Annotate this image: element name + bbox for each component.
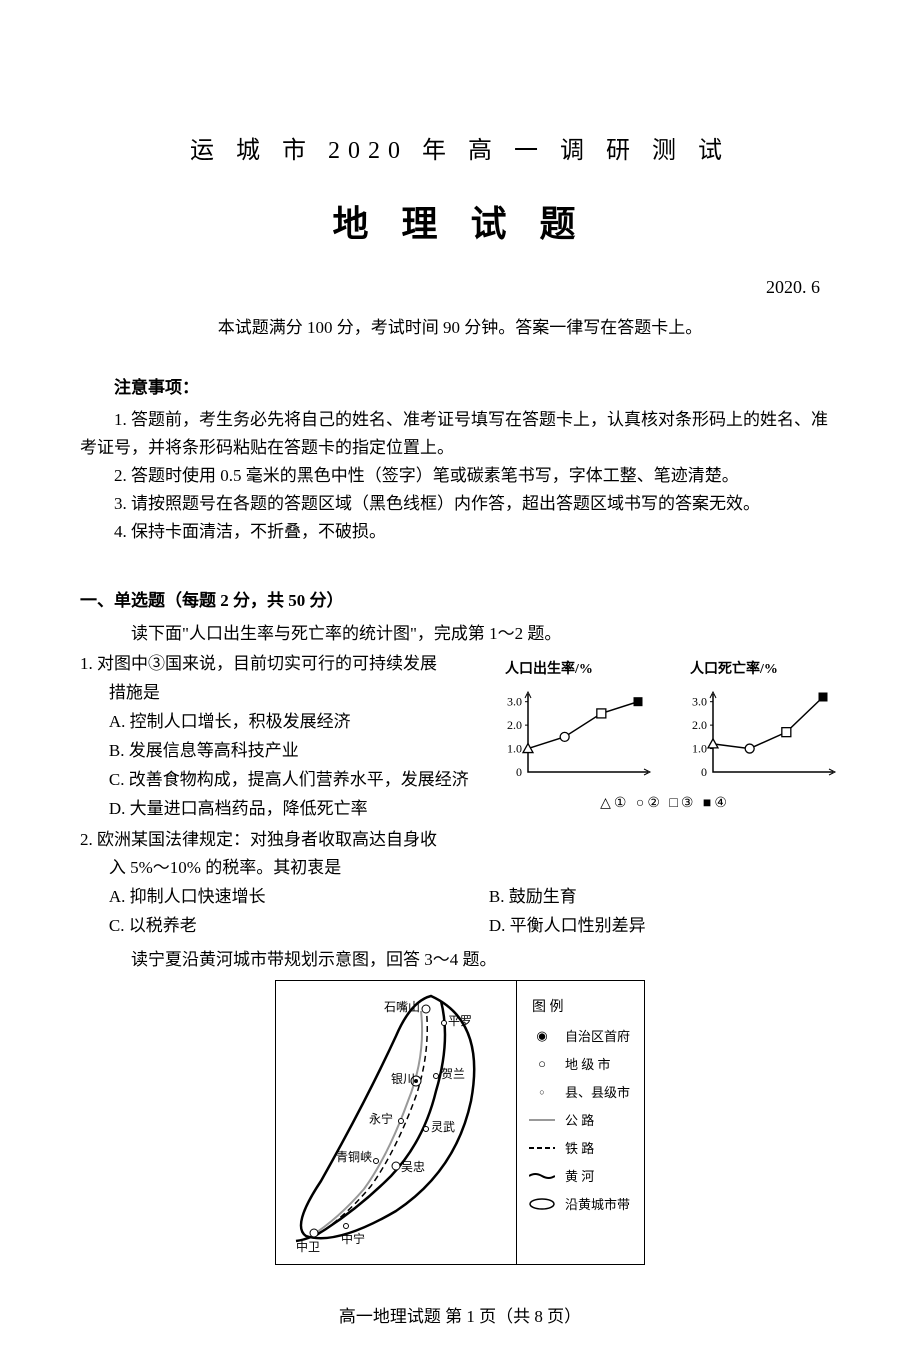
svg-text:2.0: 2.0 (507, 718, 522, 732)
desc2: 读宁夏沿黄河城市带规划示意图，回答 3～4 题。 (80, 945, 840, 970)
notice-item-4: 4. 保持卡面清洁，不折叠，不破损。 (80, 518, 840, 546)
legend-county-label: 县、县级市 (565, 1082, 630, 1101)
map-legend-title: 图 例 (527, 996, 636, 1016)
exam-info: 本试题满分 100 分，考试时间 90 分钟。答案一律写在答题卡上。 (80, 313, 840, 338)
q2-choice-d: D. 平衡人口性别差异 (460, 912, 840, 941)
page-footer: 高一地理试题 第 1 页（共 8 页） (0, 1302, 920, 1327)
legend-band: 沿黄城市带 (527, 1194, 636, 1213)
q2-stem-line1: 2. 欧洲某国法律规定：对独身者收取高达自身收 (80, 826, 840, 855)
svg-text:中宁: 中宁 (341, 1231, 365, 1246)
chart-legend: △① ○② □③ ■④ (490, 795, 840, 812)
svg-text:3.0: 3.0 (507, 695, 522, 709)
section-desc: 读下面"人口出生率与死亡率的统计图"，完成第 1～2 题。 (80, 619, 840, 644)
legend-rail: 铁 路 (527, 1138, 636, 1157)
chart-area: 人口出生率/% 3.0 2.0 1.0 0 人口死亡率/% 3.0 2.0 1.0 0 △①… (490, 650, 840, 812)
map-legend: 图 例 ◉自治区首府 ○地 级 市 ○县、县级市 公 路 铁 路 黄 河 沿黄城… (516, 981, 644, 1264)
legend-road: 公 路 (527, 1110, 636, 1129)
birth-rate-chart: 3.0 2.0 1.0 0 (490, 682, 655, 787)
svg-text:银川: 银川 (391, 1072, 415, 1086)
legend-river-label: 黄 河 (565, 1166, 594, 1185)
notice-item-1: 1. 答题前，考生务必先将自己的姓名、准考证号填写在答题卡上，认真核对条形码上的… (80, 406, 840, 462)
legend-prefcity-label: 地 级 市 (565, 1054, 611, 1073)
q1-stem-line2: 措施是 (80, 679, 490, 708)
chart-left-title: 人口出生率/% (490, 658, 655, 678)
chart-right-title: 人口死亡率/% (675, 658, 840, 678)
q1-choice-d: D. 大量进口高档药品，降低死亡率 (80, 795, 490, 824)
q2-choice-c: C. 以税养老 (80, 912, 460, 941)
legend-capital-label: 自治区首府 (565, 1026, 630, 1045)
q2-choice-b: B. 鼓励生育 (460, 883, 840, 912)
svg-text:石嘴山: 石嘴山 (384, 1000, 420, 1014)
notice-item-3: 3. 请按照题号在各题的答题区域（黑色线框）内作答，超出答题区域书写的答案无效。 (80, 490, 840, 518)
legend-river: 黄 河 (527, 1166, 636, 1185)
legend-county: ○县、县级市 (527, 1082, 636, 1101)
q1-choice-a: A. 控制人口增长，积极发展经济 (80, 708, 490, 737)
exam-date: 2020. 6 (80, 277, 840, 298)
svg-text:中卫: 中卫 (296, 1239, 320, 1254)
svg-text:0: 0 (516, 765, 522, 779)
section-title: 一、单选题（每题 2 分，共 50 分） (80, 586, 840, 611)
exam-title-line2: 地 理 试 题 (80, 195, 840, 247)
svg-text:平罗: 平罗 (448, 1014, 472, 1028)
svg-text:贺兰: 贺兰 (441, 1067, 465, 1081)
svg-text:1.0: 1.0 (507, 742, 522, 756)
q1-choice-b: B. 发展信息等高科技产业 (80, 737, 490, 766)
svg-text:3.0: 3.0 (692, 695, 707, 709)
notice-title: 注意事项： (80, 373, 840, 398)
q1-stem-line1: 1. 对图中③国来说，目前切实可行的可持续发展 (80, 650, 490, 679)
legend-band-label: 沿黄城市带 (565, 1194, 630, 1213)
q2-stem-line2: 入 5%～10% 的税率。其初衷是 (80, 854, 840, 883)
svg-text:吴忠: 吴忠 (401, 1160, 425, 1174)
legend-road-label: 公 路 (565, 1110, 594, 1129)
notice-item-2: 2. 答题时使用 0.5 毫米的黑色中性（签字）笔或碳素笔书写，字体工整、笔迹清… (80, 462, 840, 490)
svg-text:0: 0 (701, 765, 707, 779)
legend-capital: ◉自治区首府 (527, 1026, 636, 1045)
q1-choice-c: C. 改善食物构成，提高人们营养水平，发展经济 (80, 766, 490, 795)
svg-text:灵武: 灵武 (431, 1120, 455, 1134)
exam-title-line1: 运 城 市 2020 年 高 一 调 研 测 试 (80, 130, 840, 165)
map-svg: 石嘴山平罗银川 贺兰永宁灵武青铜峡吴忠中卫 中宁 (276, 981, 516, 1264)
map-box: 石嘴山平罗银川 贺兰永宁灵武青铜峡吴忠中卫 中宁 图 例 ◉自治区首府 ○地 级 市… (275, 980, 645, 1265)
svg-text:1.0: 1.0 (692, 742, 707, 756)
q2-choice-a: A. 抑制人口快速增长 (80, 883, 460, 912)
legend-rail-label: 铁 路 (565, 1138, 594, 1157)
death-rate-chart: 3.0 2.0 1.0 0 (675, 682, 840, 787)
svg-text:2.0: 2.0 (692, 718, 707, 732)
svg-text:永宁: 永宁 (369, 1111, 393, 1126)
svg-text:青铜峡: 青铜峡 (336, 1149, 372, 1164)
legend-prefcity: ○地 级 市 (527, 1054, 636, 1073)
